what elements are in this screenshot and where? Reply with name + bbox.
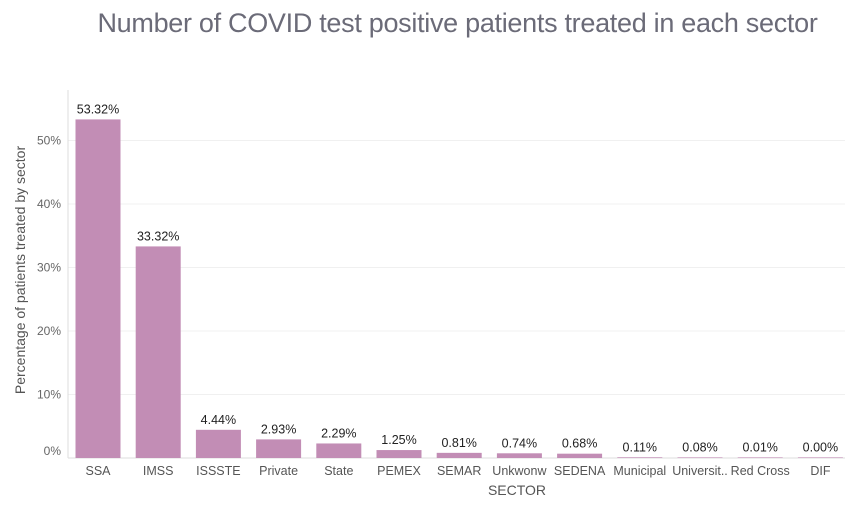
data-label: 0.11% bbox=[623, 440, 658, 454]
data-label: 33.32% bbox=[137, 229, 179, 243]
data-label: 0.74% bbox=[502, 436, 537, 450]
bar-red-cross[interactable] bbox=[737, 457, 783, 458]
data-label: 0.01% bbox=[742, 440, 777, 454]
x-tick-label: State bbox=[324, 464, 353, 478]
y-tick-label: 40% bbox=[37, 197, 61, 211]
bar-imss[interactable] bbox=[135, 246, 181, 458]
x-tick-label: Universit.. bbox=[672, 464, 728, 478]
x-tick-label: Red Cross bbox=[731, 464, 790, 478]
data-label: 0.81% bbox=[441, 436, 476, 450]
bars bbox=[75, 119, 843, 458]
data-label: 4.44% bbox=[201, 413, 236, 427]
data-label: 0.08% bbox=[682, 440, 717, 454]
y-tick-label: 50% bbox=[37, 134, 61, 148]
x-axis-title: SECTOR bbox=[488, 482, 546, 498]
x-tick-label: SSA bbox=[85, 464, 111, 478]
bar-dif[interactable] bbox=[797, 457, 843, 458]
data-label: 0.68% bbox=[562, 437, 597, 451]
x-tick-label: Private bbox=[259, 464, 298, 478]
y-axis-title: Percentage of patients treated by sector bbox=[12, 146, 28, 395]
y-tick-label: 10% bbox=[37, 388, 61, 402]
bar-private[interactable] bbox=[256, 439, 302, 458]
x-tick-label: Municipal bbox=[613, 464, 666, 478]
bar-pemex[interactable] bbox=[376, 450, 422, 458]
gridlines bbox=[68, 140, 845, 459]
y-tick-label: 20% bbox=[37, 324, 61, 338]
data-label: 53.32% bbox=[77, 102, 119, 116]
x-tick-label: SEDENA bbox=[554, 464, 606, 478]
data-label: 1.25% bbox=[381, 433, 416, 447]
y-tick-label: 0% bbox=[44, 444, 62, 458]
x-tick-label: DIF bbox=[810, 464, 831, 478]
bar-unkwonw[interactable] bbox=[496, 453, 542, 458]
data-label: 0.00% bbox=[803, 440, 838, 454]
x-tick-label: SEMAR bbox=[437, 464, 481, 478]
bar-sedena[interactable] bbox=[557, 453, 603, 458]
x-tick-label: IMSS bbox=[143, 464, 174, 478]
data-label: 2.93% bbox=[261, 422, 296, 436]
category-labels: SSA IMSS ISSSTE Private State PEMEX SEMAR Unkwo… bbox=[85, 464, 830, 478]
x-tick-label: PEMEX bbox=[377, 464, 421, 478]
x-tick-label: Unkwonw bbox=[492, 464, 547, 478]
y-axis: 0% 10% 20% 30% 40% 50% bbox=[37, 90, 69, 458]
y-tick-label: 30% bbox=[37, 261, 61, 275]
bar-universit[interactable] bbox=[677, 457, 723, 458]
bar-issste[interactable] bbox=[195, 429, 241, 458]
bar-semar[interactable] bbox=[436, 452, 482, 458]
data-labels: 53.32% 33.32% 4.44% 2.93% 2.29% 1.25% 0.81% 0.7… bbox=[77, 102, 838, 454]
chart-title: Number of COVID test positive patients t… bbox=[97, 8, 818, 38]
bar-state[interactable] bbox=[316, 443, 362, 458]
data-label: 2.29% bbox=[321, 426, 356, 440]
bar-municipal[interactable] bbox=[617, 457, 663, 458]
bar-ssa[interactable] bbox=[75, 119, 121, 458]
x-tick-label: ISSSTE bbox=[196, 464, 240, 478]
